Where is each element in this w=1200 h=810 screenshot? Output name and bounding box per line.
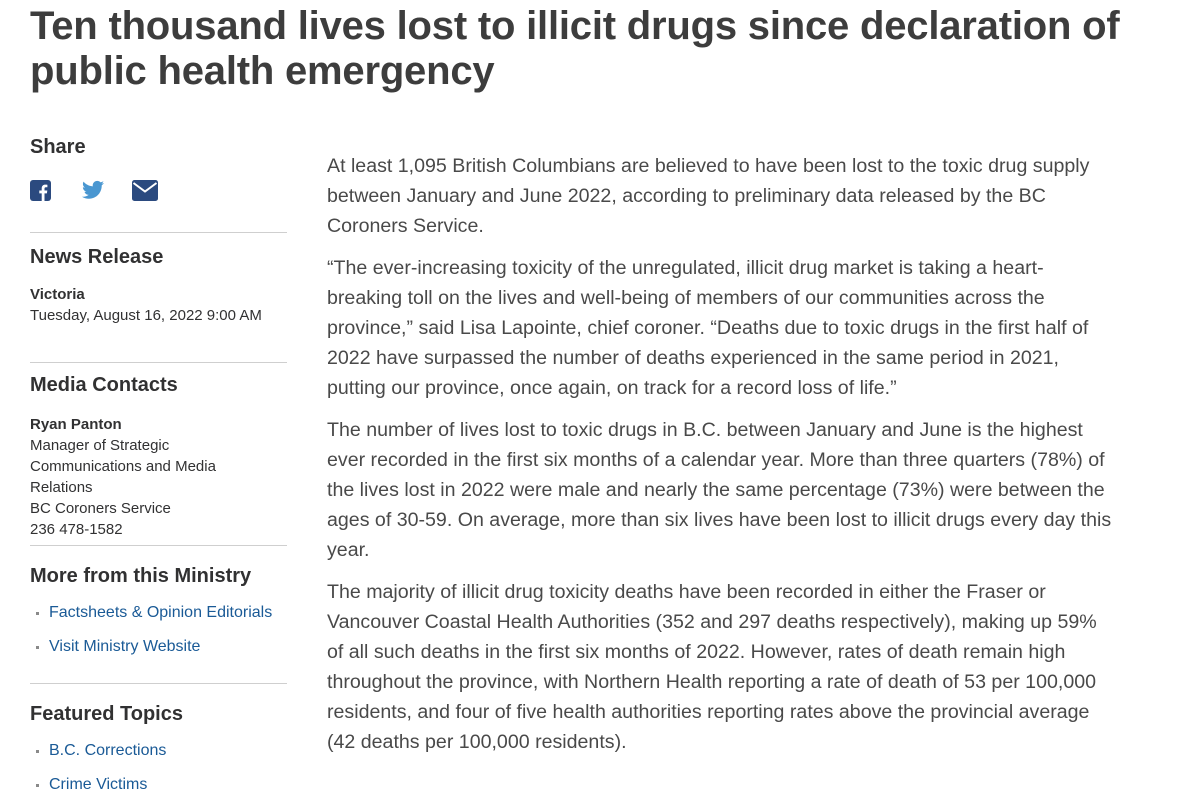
topic-link[interactable]: Crime Victims [30,776,287,810]
news-release-heading: News Release [30,246,164,268]
media-contacts-section: Media Contacts Ryan Panton Manager of St… [30,374,287,540]
contact-title: Manager of Strategic Communications and … [30,437,216,496]
contact-phone: 236 478-1582 [30,521,123,538]
ministry-links: Factsheets & Opinion Editorials Visit Mi… [30,604,287,672]
featured-topics-section: Featured Topics B.C. Corrections Crime V… [30,703,287,810]
paragraph: At least 1,095 British Columbians are be… [327,155,1090,237]
paragraph: The majority of illicit drug toxicity de… [327,581,1097,753]
media-contacts-heading: Media Contacts [30,374,178,396]
facebook-icon [30,180,51,201]
article-body: At least 1,095 British Columbians are be… [327,151,1117,769]
topic-link[interactable]: B.C. Corrections [30,742,287,776]
featured-topics-heading: Featured Topics [30,703,183,725]
release-date: Tuesday, August 16, 2022 9:00 AM [30,307,262,324]
more-from-ministry-section: More from this Ministry Factsheets & Opi… [30,565,287,672]
ministry-link[interactable]: Factsheets & Opinion Editorials [30,604,287,638]
share-heading: Share [30,136,86,158]
contact-organization: BC Coroners Service [30,500,171,517]
facebook-button[interactable] [30,180,51,206]
page: Ten thousand lives lost to illicit drugs… [30,4,1120,793]
divider [30,683,287,684]
location: Victoria [30,286,85,303]
email-icon [132,180,158,201]
contact-name: Ryan Panton [30,416,122,433]
twitter-icon [82,180,104,199]
more-from-ministry-heading: More from this Ministry [30,565,252,587]
topic-links: B.C. Corrections Crime Victims [30,742,287,810]
divider [30,232,287,233]
divider [30,545,287,546]
share-section: Share [30,136,287,159]
ministry-link[interactable]: Visit Ministry Website [30,638,287,672]
email-button[interactable] [132,180,158,206]
paragraph: The number of lives lost to toxic drugs … [327,419,1112,561]
news-release-section: News Release Victoria Tuesday, August 16… [30,246,287,326]
paragraph: “The ever-increasing toxicity of the unr… [327,257,1089,399]
twitter-button[interactable] [82,180,104,205]
page-title: Ten thousand lives lost to illicit drugs… [30,4,1120,93]
divider [30,362,287,363]
